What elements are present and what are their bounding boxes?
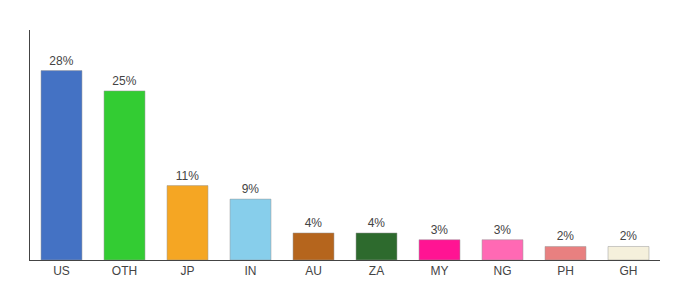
svg-text:GH: GH: [620, 264, 638, 278]
svg-text:IN: IN: [245, 264, 257, 278]
svg-text:3%: 3%: [494, 223, 512, 237]
svg-text:US: US: [53, 264, 70, 278]
svg-text:2%: 2%: [557, 229, 575, 243]
svg-text:4%: 4%: [305, 216, 323, 230]
svg-text:3%: 3%: [431, 223, 449, 237]
svg-text:28%: 28%: [49, 54, 73, 68]
svg-text:MY: MY: [431, 264, 449, 278]
svg-text:PH: PH: [557, 264, 574, 278]
svg-text:AU: AU: [305, 264, 322, 278]
svg-text:11%: 11%: [176, 169, 199, 183]
svg-text:OTH: OTH: [112, 264, 137, 278]
svg-text:2%: 2%: [620, 229, 638, 243]
svg-text:9%: 9%: [242, 182, 260, 196]
svg-text:ZA: ZA: [369, 264, 384, 278]
svg-text:NG: NG: [494, 264, 512, 278]
svg-text:JP: JP: [180, 264, 194, 278]
svg-text:4%: 4%: [368, 216, 386, 230]
svg-text:25%: 25%: [112, 74, 136, 88]
